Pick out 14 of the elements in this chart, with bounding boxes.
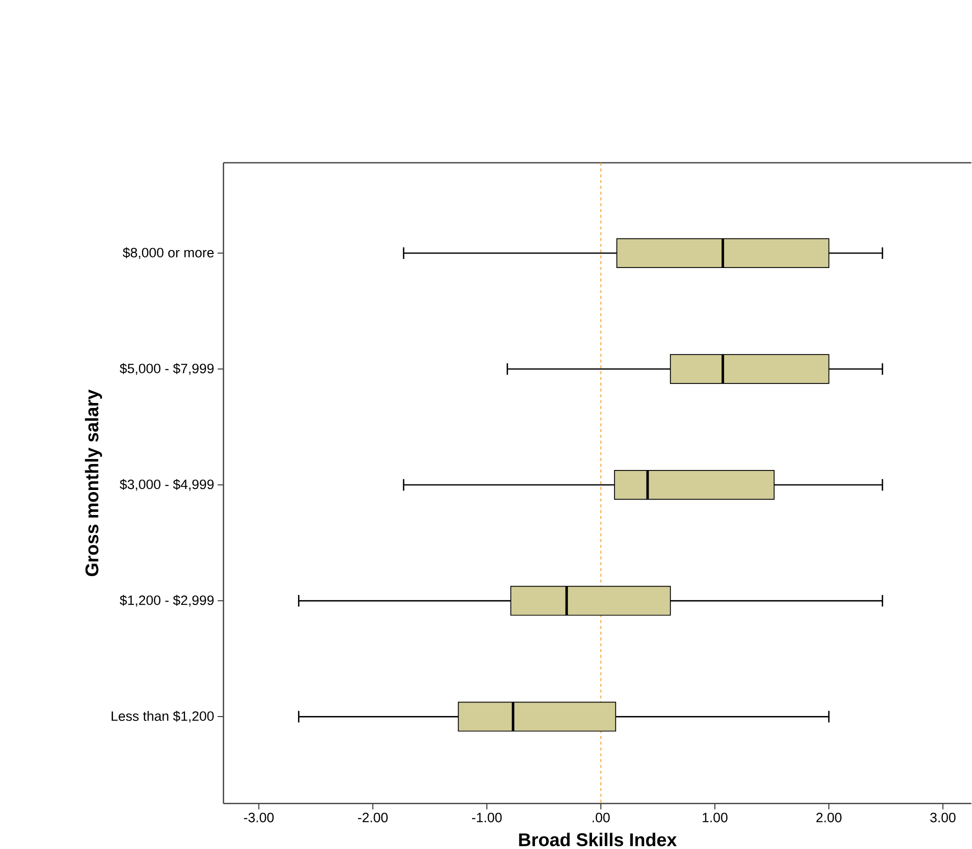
x-tick-label: -3.00 bbox=[244, 812, 274, 822]
y-tick-label: $3,000 - $4,999 bbox=[120, 478, 214, 491]
y-axis-title: Gross monthly salary bbox=[84, 389, 102, 576]
x-tick-label: .00 bbox=[592, 812, 610, 822]
x-tick-label: 2.00 bbox=[816, 812, 842, 822]
x-axis-title: Broad Skills Index bbox=[519, 832, 677, 846]
y-tick-label: $5,000 - $7,999 bbox=[120, 362, 214, 375]
x-tick-label: 1.00 bbox=[702, 812, 728, 822]
y-tick-label: $8,000 or more bbox=[122, 247, 214, 259]
y-tick-label: $1,200 - $2,999 bbox=[120, 594, 214, 606]
x-tick-label: 3.00 bbox=[930, 812, 956, 822]
x-tick-label: -1.00 bbox=[472, 812, 502, 822]
x-tick-label: -2.00 bbox=[358, 812, 388, 822]
y-tick-label: Less than $1,200 bbox=[112, 710, 214, 722]
